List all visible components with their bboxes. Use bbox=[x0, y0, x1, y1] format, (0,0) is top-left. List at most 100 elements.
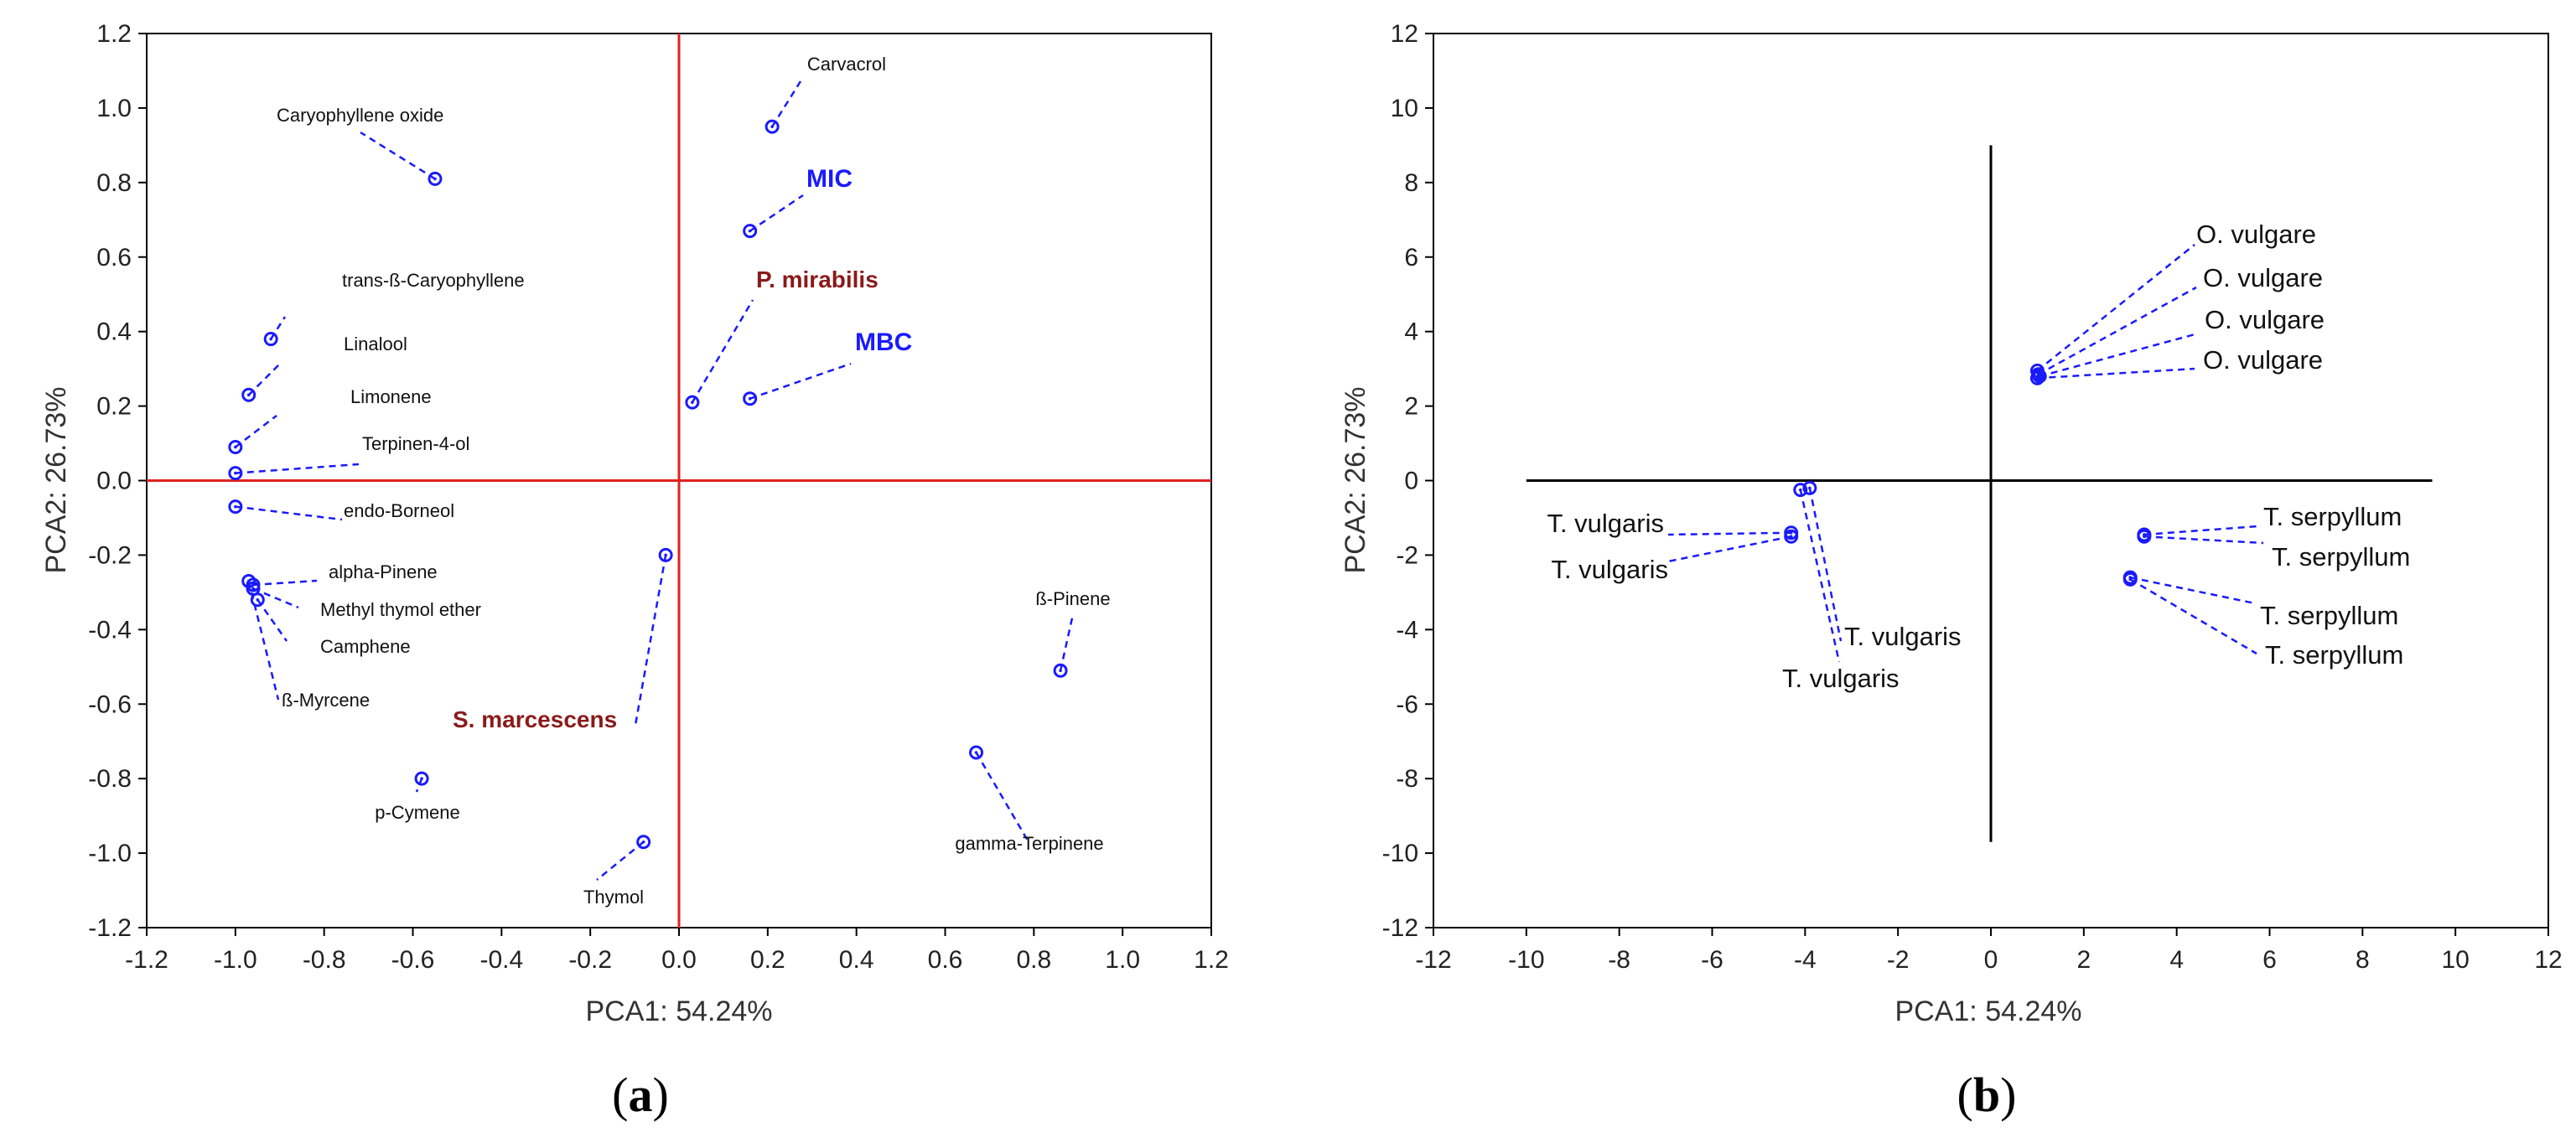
y-tick-label: 0.8 bbox=[96, 169, 132, 197]
point-label: MBC bbox=[855, 328, 912, 356]
leader-line bbox=[1059, 613, 1075, 671]
y-tick-label: 4 bbox=[1404, 318, 1418, 346]
data-point-center bbox=[234, 471, 237, 475]
y-tick-label: 12 bbox=[1391, 20, 1418, 48]
data-point bbox=[765, 119, 780, 134]
data-point-center bbox=[2035, 376, 2040, 380]
x-tick-label: 0.6 bbox=[928, 946, 963, 974]
data-point bbox=[1784, 529, 1799, 544]
leader-line bbox=[749, 362, 852, 400]
x-tick-label: -1.2 bbox=[125, 946, 168, 974]
data-point bbox=[685, 395, 700, 410]
y-tick-label: -0.6 bbox=[88, 690, 132, 718]
point-label: T. serpyllum bbox=[2263, 502, 2402, 531]
data-point bbox=[228, 439, 243, 454]
data-point-center bbox=[641, 840, 645, 844]
point-label: Thymol bbox=[583, 887, 644, 908]
leader-line bbox=[596, 840, 645, 881]
data-point-center bbox=[2143, 535, 2146, 538]
x-tick-label: 0 bbox=[1984, 946, 1998, 974]
point-label: Caryophyllene oxide bbox=[277, 105, 443, 126]
x-tick-label: -8 bbox=[1608, 946, 1630, 974]
data-point-center bbox=[251, 587, 255, 591]
data-point-center bbox=[1059, 669, 1062, 673]
point-label: Carvacrol bbox=[807, 54, 886, 75]
x-tick-label: -12 bbox=[1415, 946, 1451, 974]
point-label: MIC bbox=[806, 165, 853, 193]
data-point bbox=[250, 592, 265, 608]
x-tick-label: 6 bbox=[2262, 946, 2277, 974]
point-label: Camphene bbox=[320, 636, 411, 657]
leader-line bbox=[415, 778, 423, 793]
y-axis-label-a: PCA2: 26.73% bbox=[40, 386, 72, 573]
point-label: p-Cymene bbox=[375, 802, 459, 823]
y-tick-label: -2 bbox=[1396, 541, 1418, 569]
data-point-center bbox=[433, 177, 437, 181]
x-tick-label: -1.0 bbox=[214, 946, 257, 974]
x-tick-label: -0.2 bbox=[568, 946, 612, 974]
leader-line bbox=[771, 80, 802, 127]
x-tick-label: 0.2 bbox=[750, 946, 785, 974]
point-label: alpha-Pinene bbox=[329, 561, 438, 582]
leader-line bbox=[1799, 489, 1841, 663]
data-point bbox=[241, 387, 257, 402]
x-tick-label: 0.0 bbox=[661, 946, 697, 974]
y-tick-label: -12 bbox=[1382, 914, 1418, 942]
data-point bbox=[1053, 663, 1068, 678]
x-tick-label: -0.4 bbox=[479, 946, 523, 974]
point-label: Terpinen-4-ol bbox=[362, 433, 469, 454]
y-tick-label: -1.0 bbox=[88, 840, 132, 867]
point-label: T. serpyllum bbox=[2260, 601, 2398, 630]
point-label: Limonene bbox=[350, 386, 432, 407]
data-point bbox=[1802, 480, 1817, 495]
panel-caption-a: (a) bbox=[612, 1068, 669, 1122]
x-axis-label-b: PCA1: 54.24% bbox=[1894, 996, 2081, 1027]
y-tick-label: -0.8 bbox=[88, 765, 132, 793]
x-axis-label-a: PCA1: 54.24% bbox=[585, 996, 772, 1027]
y-tick-label: 1.0 bbox=[96, 95, 132, 122]
data-point-center bbox=[2038, 375, 2041, 378]
y-tick-label: -4 bbox=[1396, 616, 1418, 644]
data-point-center bbox=[420, 777, 423, 780]
x-tick-label: 8 bbox=[2356, 946, 2370, 974]
point-label: endo-Borneol bbox=[344, 500, 454, 521]
leader-line bbox=[235, 415, 277, 448]
x-tick-label: -0.6 bbox=[391, 946, 435, 974]
leader-line bbox=[270, 316, 287, 340]
data-point-center bbox=[234, 504, 237, 509]
y-tick-label: -10 bbox=[1382, 840, 1418, 867]
point-label: T. vulgaris bbox=[1782, 664, 1900, 693]
data-point bbox=[743, 391, 758, 406]
data-point-center bbox=[691, 401, 694, 404]
data-point-center bbox=[1789, 535, 1793, 538]
x-tick-label: -10 bbox=[1508, 946, 1544, 974]
leader-line bbox=[749, 194, 804, 232]
x-tick-label: -6 bbox=[1701, 946, 1723, 974]
data-point bbox=[1793, 483, 1808, 498]
leader-line bbox=[2036, 244, 2195, 372]
leader-line bbox=[247, 581, 280, 701]
x-tick-label: -4 bbox=[1794, 946, 1817, 974]
y-tick-label: 1.2 bbox=[96, 20, 132, 48]
leader-line bbox=[360, 131, 436, 180]
point-label: Methyl thymol ether bbox=[320, 599, 481, 620]
y-tick-label: 0.0 bbox=[96, 468, 132, 495]
y-tick-label: 2 bbox=[1404, 393, 1418, 421]
x-tick-label: -0.8 bbox=[303, 946, 346, 974]
x-tick-label: 2 bbox=[2076, 946, 2091, 974]
point-label: P. mirabilis bbox=[756, 266, 879, 292]
pca-biplot-a: -1.2 -1.0 -0.8 -0.6 -0.4 -0.2 0.0 0.2 0.4 0.6 0.8 1… bbox=[40, 20, 1229, 1122]
y-tick-label: -0.4 bbox=[88, 616, 132, 644]
point-label: T. vulgaris bbox=[1551, 555, 1668, 584]
x-tick-label: 12 bbox=[2534, 946, 2562, 974]
point-label: T. vulgaris bbox=[1547, 509, 1664, 538]
y-tick-label: 8 bbox=[1404, 169, 1418, 197]
y-tick-label: -1.2 bbox=[88, 914, 132, 942]
leader-line bbox=[1808, 488, 1843, 642]
y-tick-label: 6 bbox=[1404, 244, 1418, 272]
y-tick-label: -0.2 bbox=[88, 541, 132, 569]
data-point-center bbox=[269, 337, 272, 341]
data-point-center bbox=[1808, 486, 1811, 490]
data-point bbox=[2122, 572, 2138, 587]
